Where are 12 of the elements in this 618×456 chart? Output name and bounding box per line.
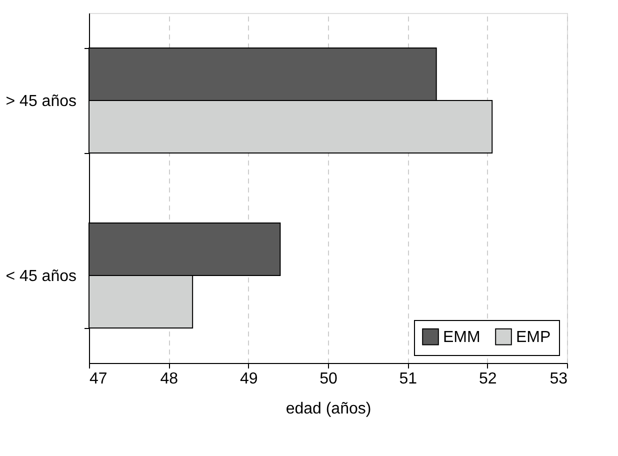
x-tick-label: 53 bbox=[550, 370, 568, 388]
legend-label: EMP bbox=[516, 328, 551, 346]
x-tick-label: 48 bbox=[160, 370, 178, 388]
legend-label: EMM bbox=[443, 328, 480, 346]
x-tick-label: 47 bbox=[90, 370, 108, 388]
y-tick-label: > 45 años bbox=[6, 93, 76, 110]
x-tick-label: 51 bbox=[399, 370, 418, 388]
y-tick-label: < 45 años bbox=[6, 268, 76, 285]
x-axis-title: edad (años) bbox=[286, 400, 372, 418]
x-tick-label: 49 bbox=[240, 370, 258, 388]
x-tick-label: 50 bbox=[320, 370, 338, 388]
x-tick-label: 52 bbox=[478, 370, 497, 388]
